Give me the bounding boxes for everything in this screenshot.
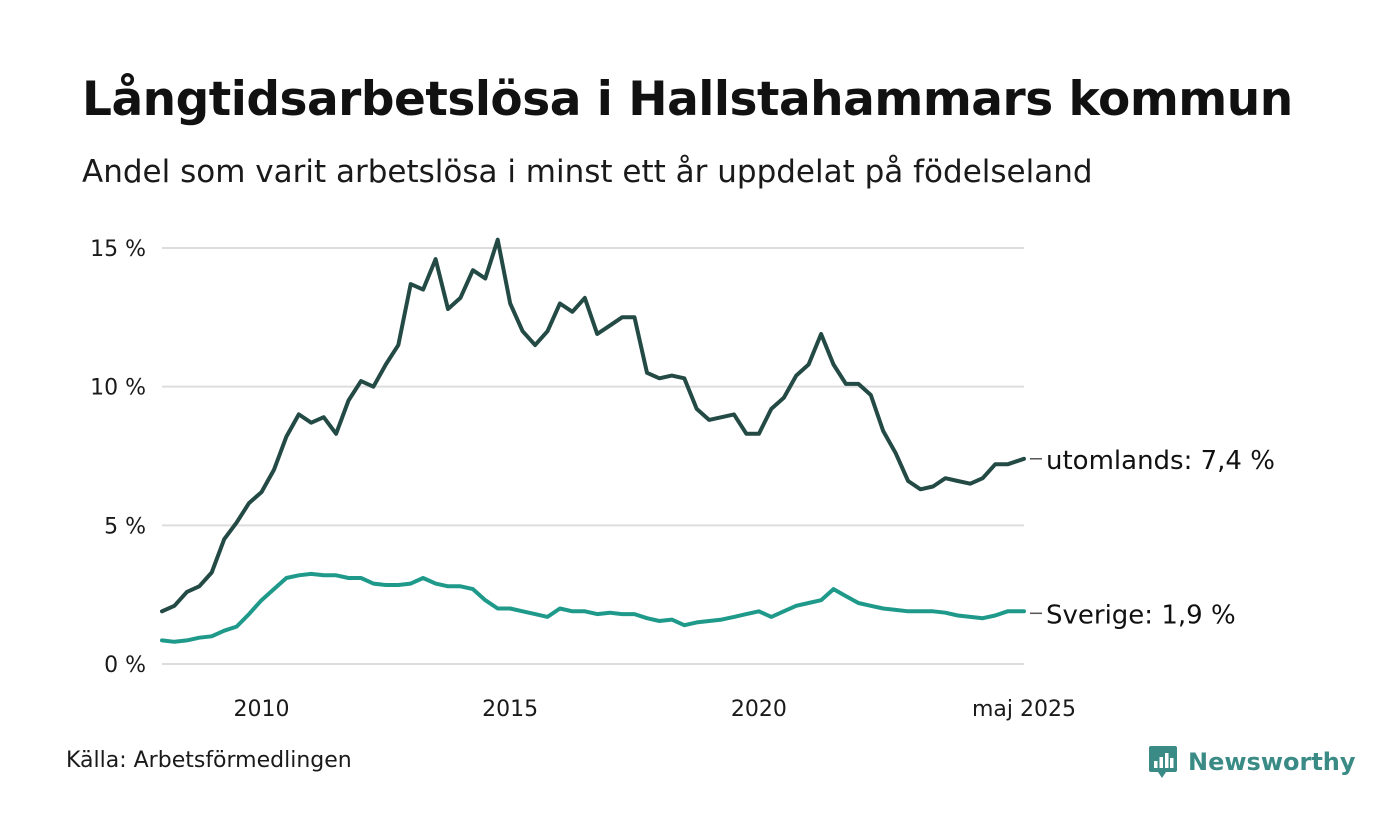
y-axis: 0 % 5 % 10 % 15 %	[90, 237, 146, 678]
grid-lines	[162, 247, 1024, 665]
x-tick-label: 2010	[233, 697, 289, 722]
x-tick-label: maj 2025	[972, 697, 1076, 722]
y-tick-label: 15 %	[90, 237, 146, 262]
chart-bubble-icon	[1149, 746, 1177, 778]
end-label-utomlands: utomlands: 7,4 %	[1046, 446, 1275, 476]
x-tick-label: 2015	[482, 697, 538, 722]
brand-name: Newsworthy	[1188, 748, 1356, 776]
y-tick-label: 10 %	[90, 376, 146, 401]
series-line-utomlands	[160, 237, 1026, 614]
x-axis: 2010 2015 2020 maj 2025	[233, 697, 1076, 722]
x-tick-label: 2020	[731, 697, 787, 722]
series-lines	[160, 237, 1026, 644]
y-tick-label: 0 %	[104, 653, 146, 678]
page-subtitle: Andel som varit arbetslösa i minst ett å…	[82, 154, 1093, 190]
source-note: Källa: Arbetsförmedlingen	[66, 748, 352, 773]
y-tick-label: 5 %	[104, 514, 146, 539]
end-label-sverige: Sverige: 1,9 %	[1046, 600, 1236, 630]
page-title: Långtidsarbetslösa i Hallstahammars komm…	[82, 72, 1293, 127]
brand-logo: Newsworthy	[1148, 744, 1356, 780]
series-line-sverige	[160, 571, 1026, 644]
end-labels: utomlands: 7,4 % Sverige: 1,9 %	[1030, 446, 1275, 630]
